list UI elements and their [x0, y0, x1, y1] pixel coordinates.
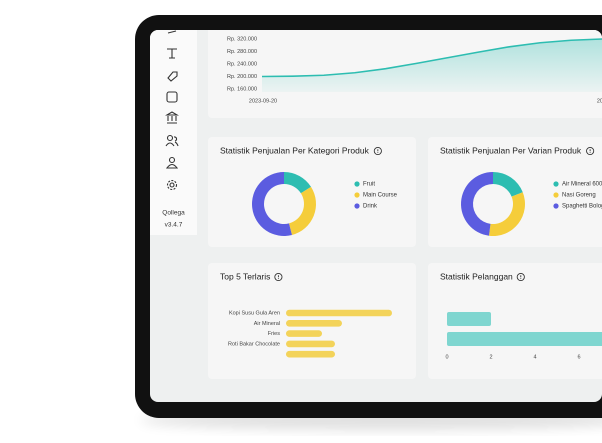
app-name: Qollega: [162, 210, 185, 217]
donut-slice: [284, 172, 312, 194]
icon: [167, 30, 177, 34]
icon[interactable]: [165, 163, 179, 169]
legend-label: Air Mineral 600m: [562, 182, 602, 188]
x-tick-label: 2023: [597, 98, 602, 104]
app-version: v3.4.7: [165, 222, 183, 229]
icon[interactable]: [167, 48, 177, 59]
sidebar-icons: [165, 30, 179, 191]
card: [428, 263, 602, 379]
sidebar: [150, 30, 197, 235]
donut-slice: [252, 172, 292, 236]
bar: [286, 350, 335, 358]
legend-swatch: [354, 203, 360, 209]
x-tick-label: 0: [445, 354, 448, 360]
bar-label: Roti Bakar Chocolate: [228, 341, 280, 347]
legend-label: Drink: [363, 204, 378, 210]
legend-label: Nasi Goreng: [562, 193, 596, 199]
donut-slice: [493, 172, 523, 197]
icon[interactable]: [166, 134, 174, 142]
y-tick-label: Rp. 280.000: [227, 49, 257, 55]
legend-label: Spaghetti Bolog: [562, 204, 602, 210]
legend-label: Main Course: [363, 193, 398, 199]
icon[interactable]: [167, 71, 178, 82]
icon[interactable]: [166, 91, 178, 103]
card-title: Statistik Penjualan Per Kategori Produk: [220, 145, 370, 155]
icon[interactable]: [169, 182, 175, 188]
y-tick-label: Rp. 320.000: [227, 36, 257, 42]
x-tick-label: 4: [533, 354, 536, 360]
legend-swatch: [553, 192, 559, 198]
legend-swatch: [553, 181, 559, 187]
x-tick-label: 6: [577, 354, 580, 360]
legend-label: Fruit: [363, 182, 375, 188]
area: [262, 39, 602, 92]
bar: [286, 320, 342, 327]
bar: [447, 332, 602, 346]
icon[interactable]: [165, 136, 179, 147]
icon[interactable]: [168, 156, 176, 164]
bar: [286, 340, 335, 348]
card-title: Statistik Penjualan Per Varian Produk: [440, 145, 582, 155]
y-tick-label: Rp. 200.000: [227, 74, 257, 80]
donut-slice: [461, 172, 493, 236]
bar-label: Air Mineral: [254, 321, 280, 327]
line: [261, 38, 602, 78]
legend-swatch: [354, 181, 360, 187]
card-title: Statistik Pelanggan: [440, 271, 513, 281]
info-icon: [373, 146, 382, 156]
card-title: Top 5 Terlaris: [220, 271, 270, 281]
bar: [286, 330, 322, 337]
x-tick-label: 2023-09-20: [249, 98, 277, 104]
legend-swatch: [553, 203, 559, 209]
screen: Qollega v3.4.7 Rp. 160.000 Rp. 200.000 Rp.…: [150, 30, 602, 402]
donut-slice: [488, 192, 525, 236]
info-icon: [274, 272, 283, 282]
y-tick-label: Rp. 160.000: [227, 86, 257, 92]
bar-label: Fries: [268, 331, 280, 337]
legend-swatch: [354, 192, 360, 198]
icon[interactable]: [165, 111, 179, 124]
bar: [286, 309, 392, 317]
icon[interactable]: [166, 179, 178, 191]
x-tick-label: 2: [489, 354, 492, 360]
bar: [447, 312, 491, 326]
info-icon: [586, 146, 595, 156]
bar-label: Kopi Susu Gula Aren: [229, 310, 280, 316]
y-tick-label: Rp. 240.000: [227, 61, 257, 67]
info-icon: [516, 272, 525, 282]
donut-slice: [288, 186, 316, 235]
